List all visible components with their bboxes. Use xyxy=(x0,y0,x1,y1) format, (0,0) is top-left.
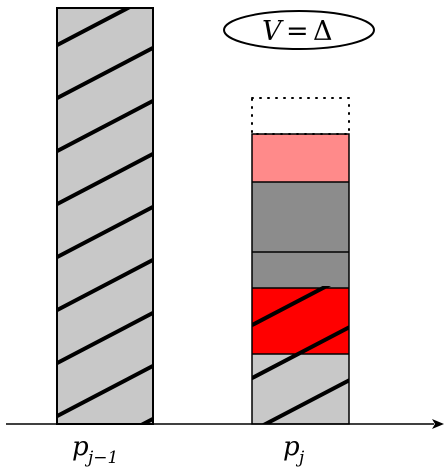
label-right: p j xyxy=(283,432,305,468)
label-right-subscript: j xyxy=(295,448,305,468)
axis-arrowhead xyxy=(432,419,444,429)
annotation-bubble: V = Δ xyxy=(223,10,375,50)
x-axis xyxy=(6,419,444,429)
upper-gray-segment xyxy=(252,182,349,252)
right-hatch-lines xyxy=(252,286,349,424)
dotted-capacity-box xyxy=(251,97,350,135)
annotation-eq: = xyxy=(286,16,309,47)
label-right-base: p xyxy=(283,432,300,462)
left-hatched-bar xyxy=(56,7,154,425)
label-left-subscript: j−1 xyxy=(84,448,118,468)
annotation-rhs: Δ xyxy=(313,16,333,47)
annotation-lhs: V xyxy=(262,16,284,47)
label-left-base: p xyxy=(72,432,89,462)
label-left: p j−1 xyxy=(72,432,118,468)
light-red-segment xyxy=(252,134,349,182)
lower-gray-segment xyxy=(252,252,349,288)
left-hatch-lines xyxy=(57,8,153,424)
right-stacked-bar xyxy=(251,97,350,425)
